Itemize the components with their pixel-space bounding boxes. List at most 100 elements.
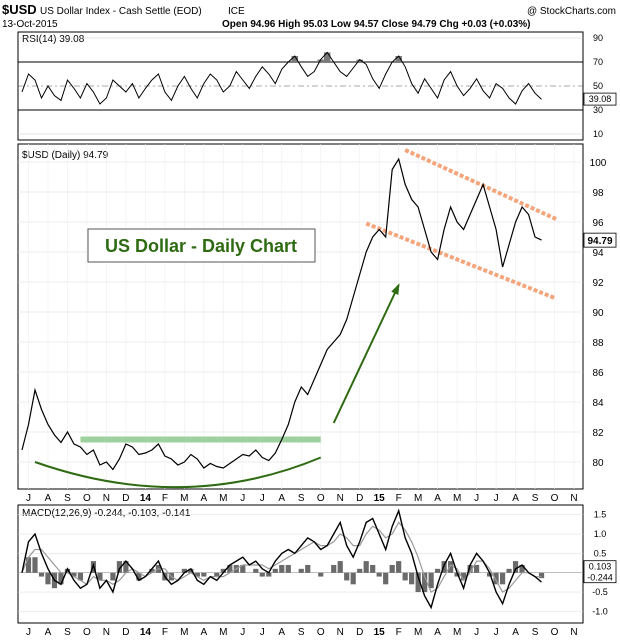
price-x-tick-label: N: [337, 493, 344, 504]
macd-histogram-bar: [350, 572, 356, 585]
macd-x-tick-label: N: [570, 627, 577, 638]
price-x-tick-label: M: [453, 493, 461, 504]
macd-x-tick-label: S: [298, 627, 305, 638]
price-x-tick-label: S: [532, 493, 539, 504]
rsi-tick-label: 10: [593, 129, 603, 139]
rsi-tick-label: 90: [593, 33, 603, 43]
price-x-tick-label: S: [298, 493, 305, 504]
macd-histogram-bar: [435, 568, 441, 573]
price-x-tick-label: A: [45, 493, 52, 504]
price-x-tick-label: N: [103, 493, 110, 504]
macd-histogram-bar: [240, 564, 246, 573]
macd-x-tick-label: M: [219, 627, 227, 638]
macd-histogram-bar: [448, 561, 454, 573]
price-tick-label: 98: [592, 188, 604, 199]
price-x-tick-label: A: [512, 493, 519, 504]
macd-tick-label: 0.5: [594, 548, 607, 558]
ohlc-readout: Open 94.96 High 95.03 Low 94.57 Close 94…: [222, 19, 530, 30]
macd-x-tick-label: A: [512, 627, 519, 638]
rsi-overbought-fill: [395, 56, 402, 62]
rsi-overbought-fill: [291, 56, 299, 62]
rsi-tick-label: 70: [593, 57, 603, 67]
price-x-tick-label: M: [219, 493, 227, 504]
macd-x-tick-label: S: [532, 627, 539, 638]
macd-x-tick-label: J: [240, 627, 245, 638]
macd-x-tick-label: M: [453, 627, 461, 638]
macd-histogram-bar: [512, 561, 519, 573]
macd-x-tick-label: F: [396, 627, 402, 638]
channel-upper-line: [404, 148, 557, 221]
macd-histogram-bar: [181, 568, 187, 573]
macd-last-label: 0.103: [589, 562, 612, 572]
macd-histogram-bar: [110, 572, 116, 581]
price-tick-label: 94: [592, 248, 604, 259]
price-x-tick-label: A: [278, 493, 285, 504]
price-panel: $USD (Daily) 94.79 80 82 84 86 88 90 92 94 96 98 1…: [17, 143, 617, 504]
macd-tick-label: -0.5: [592, 587, 608, 597]
macd-histogram-bar: [422, 572, 428, 593]
annotation-label-text: US Dollar - Daily Chart: [105, 236, 297, 256]
macd-histogram-bar: [318, 572, 324, 577]
price-x-tick-label: J: [26, 493, 31, 504]
macd-histogram-bar: [402, 572, 408, 581]
price-tick-label: 100: [590, 158, 607, 169]
macd-histogram-bar: [538, 572, 545, 579]
rsi-panel: RSI(14) 39.08 10 30 50 70 90 39.08: [17, 31, 617, 141]
macd-histogram-bar: [116, 561, 123, 573]
macd-histogram-bar: [519, 564, 525, 573]
macd-histogram-bar: [123, 561, 129, 573]
macd-histogram-bar: [77, 572, 84, 581]
macd-x-tick-label: J: [494, 627, 499, 638]
ticker-label: $USD: [2, 2, 37, 17]
macd-histogram-bar: [259, 572, 265, 577]
macd-histogram-bar: [467, 564, 473, 573]
macd-x-tick-label: D: [122, 627, 129, 638]
price-x-tick-label: M: [180, 493, 188, 504]
macd-histogram-bar: [71, 572, 77, 577]
macd-histogram-bar: [344, 572, 350, 581]
macd-histogram-bar: [454, 572, 460, 577]
macd-panel: MACD(12,26,9) -0.244, -0.103, -0.141 -1.…: [17, 504, 617, 638]
price-x-tick-label: 14: [140, 493, 152, 504]
macd-histogram-bar: [149, 568, 155, 573]
macd-histogram-bar: [396, 561, 402, 573]
watermark: @ StockCharts.com: [527, 6, 616, 17]
macd-histogram-bar: [376, 572, 382, 577]
macd-histogram-bar: [38, 572, 45, 577]
trend-arrow-shaft: [332, 284, 400, 424]
macd-x-tick-label: 15: [374, 627, 386, 638]
macd-histogram-bar: [409, 572, 415, 585]
price-x-tick-label: O: [551, 493, 559, 504]
exchange-label: ICE: [228, 6, 245, 17]
price-tick-label: 96: [592, 218, 604, 229]
price-x-tick-label: S: [64, 493, 71, 504]
macd-histogram-bar: [474, 564, 480, 573]
rsi-tick-label: 50: [593, 81, 603, 91]
macd-histogram-bar: [305, 564, 311, 573]
macd-histogram-bar: [337, 561, 343, 573]
macd-histogram-bar: [298, 568, 304, 573]
macd-histogram-bar: [363, 561, 369, 573]
macd-x-tick-label: A: [45, 627, 52, 638]
macd-x-tick-label: O: [551, 627, 559, 638]
macd-histogram-bar: [227, 564, 233, 573]
rsi-line: [21, 51, 542, 105]
support-band: [80, 436, 321, 443]
rounding-bottom-arc: [34, 456, 322, 489]
price-x-tick-label: M: [414, 493, 422, 504]
macd-histogram-bar: [136, 572, 142, 581]
macd-x-tick-label: M: [180, 627, 188, 638]
macd-x-tick-label: D: [356, 627, 363, 638]
macd-tick-label: -1.0: [592, 606, 608, 616]
price-x-tick-label: J: [260, 493, 265, 504]
macd-last-label: -0.244: [587, 573, 613, 583]
price-frame: [17, 143, 584, 490]
macd-x-tick-label: 14: [140, 627, 152, 638]
price-tick-label: 92: [592, 278, 604, 289]
macd-x-tick-label: F: [162, 627, 168, 638]
macd-histogram-bar: [214, 572, 220, 577]
macd-histogram-bar: [493, 572, 499, 585]
macd-histogram-bar: [97, 572, 103, 581]
